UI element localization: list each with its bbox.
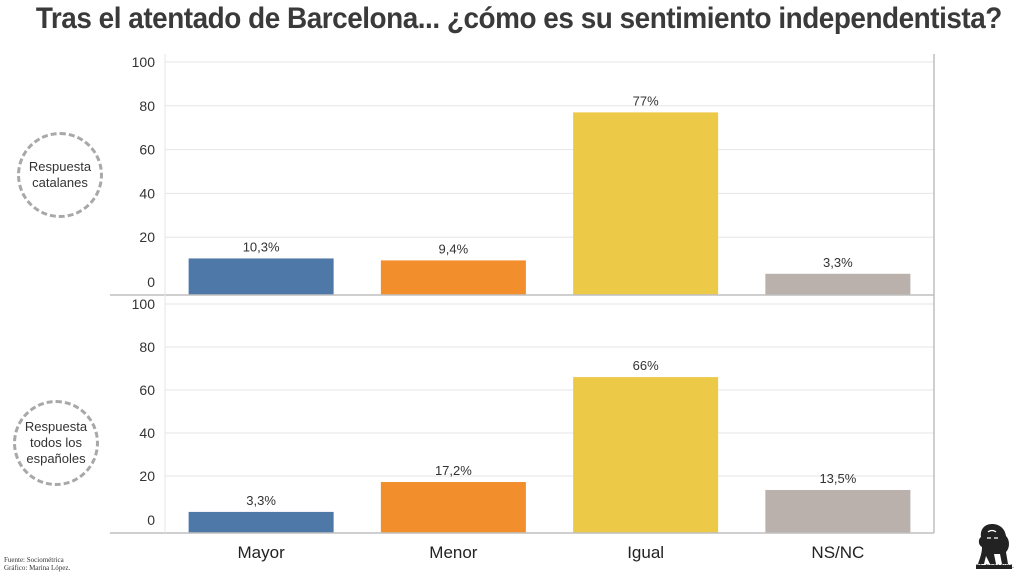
credit-line: Gráfico: Marina López.: [4, 564, 71, 572]
y-tick-label: 20: [139, 468, 155, 484]
x-tick-label: Menor: [429, 543, 478, 562]
source-note: Fuente: Sociométrica Gráfico: Marina Lóp…: [4, 556, 70, 572]
chart-title: Tras el atentado de Barcelona... ¿cómo e…: [35, 2, 1003, 35]
bar-igual: [573, 112, 719, 296]
bar-nsnc: [765, 273, 911, 295]
panel-label-espanoles: Respuesta todos los españoles: [13, 400, 99, 486]
logo-text: EL ESPAÑOL: [975, 564, 1015, 570]
y-tick-label: 100: [132, 54, 156, 70]
x-tick-label: NS/NC: [811, 543, 864, 562]
y-tick-label: 60: [139, 382, 155, 398]
bar-menor: [380, 482, 526, 533]
data-label: 77%: [633, 93, 659, 108]
bar-mayor: [188, 511, 334, 533]
y-tick-label: 80: [139, 98, 155, 114]
panel-label-catalanes-text: Respuesta catalanes: [28, 159, 92, 190]
data-label: 9,4%: [439, 241, 469, 256]
lion-icon: [976, 524, 1012, 569]
x-tick-label: Mayor: [238, 543, 286, 562]
panel-label-catalanes: Respuesta catalanes: [17, 132, 103, 218]
source-line: Fuente: Sociométrica: [4, 556, 64, 564]
y-tick-label: 20: [139, 229, 155, 245]
data-label: 17,2%: [435, 463, 472, 478]
x-tick-label: Igual: [627, 543, 664, 562]
y-tick-label: 80: [139, 339, 155, 355]
y-tick-label: 0: [147, 274, 155, 290]
panel-label-espanoles-text: Respuesta todos los españoles: [24, 419, 88, 466]
data-label: 66%: [633, 358, 659, 373]
bar-menor: [380, 260, 526, 295]
y-tick-label: 0: [147, 512, 155, 528]
data-label: 13,5%: [819, 471, 856, 486]
bar-igual: [573, 377, 719, 533]
y-tick-label: 100: [132, 296, 156, 312]
data-label: 10,3%: [243, 239, 280, 254]
y-tick-label: 60: [139, 142, 155, 158]
data-label: 3,3%: [823, 255, 853, 270]
y-tick-label: 40: [139, 425, 155, 441]
y-tick-label: 40: [139, 185, 155, 201]
bar-nsnc: [765, 489, 911, 533]
data-label: 3,3%: [246, 493, 276, 508]
bar-mayor: [188, 258, 334, 295]
